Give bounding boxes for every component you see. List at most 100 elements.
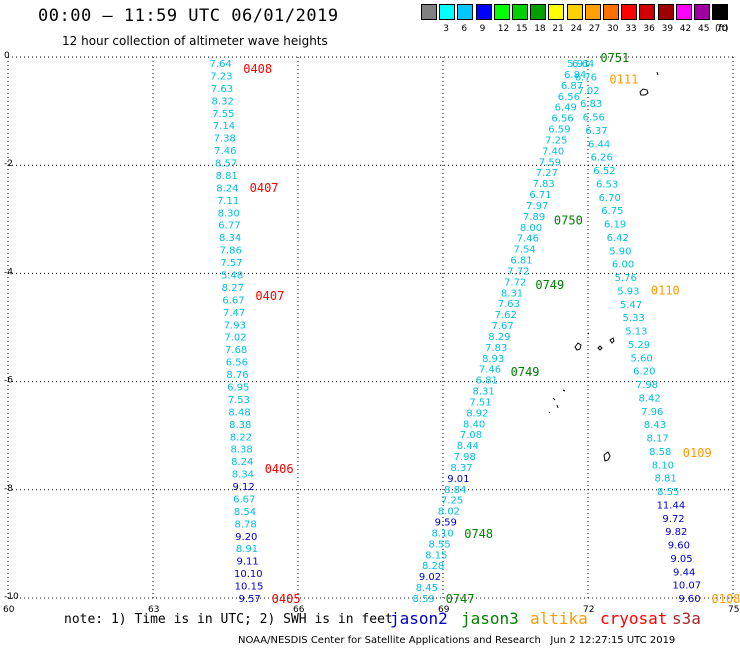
legend-swatch xyxy=(566,4,583,20)
wave-height-value: 7.38 xyxy=(214,134,236,145)
wave-height-value: 7.72 xyxy=(504,277,526,288)
longitude-label: 66 xyxy=(293,605,305,615)
wave-height-value: 6.52 xyxy=(593,166,615,177)
wave-height-value: 8.34 xyxy=(232,470,254,481)
wave-height-value: 5.13 xyxy=(625,327,647,338)
wave-height-value: 8.42 xyxy=(638,393,660,404)
graticule xyxy=(7,56,734,599)
wave-height-value: 9.01 xyxy=(447,474,469,485)
wave-height-value: 5.60 xyxy=(631,353,653,364)
island-shape xyxy=(639,88,649,96)
longitude-label: 72 xyxy=(583,605,594,615)
wave-height-value: 9.05 xyxy=(670,554,692,565)
wave-height-value: 8.34 xyxy=(219,233,241,244)
wave-height-value: 7.51 xyxy=(469,397,491,408)
wave-height-value: 7.68 xyxy=(225,345,247,356)
wave-height-value: 9.20 xyxy=(235,532,257,543)
wave-height-value: 7.27 xyxy=(536,168,558,179)
wave-height-value: 8.55 xyxy=(657,487,679,498)
wave-height-value: 8.00 xyxy=(520,223,542,234)
wave-height-value: 8.78 xyxy=(234,519,256,530)
legend-label: 6 xyxy=(461,24,468,34)
wave-height-value: 8.28 xyxy=(422,561,444,572)
legend-swatch xyxy=(439,4,456,20)
latitude-label: -8 xyxy=(4,484,13,494)
wave-height-value: 8.27 xyxy=(222,283,244,294)
wave-height-value: 7.11 xyxy=(217,196,239,207)
legend-swatch xyxy=(694,4,710,20)
longitude-label: 75 xyxy=(728,605,739,615)
wave-height-value: 8.45 xyxy=(416,583,438,594)
wave-height-value: 8.30 xyxy=(218,208,240,219)
wave-height-value: 8.58 xyxy=(649,447,671,458)
legend-label: 70 xyxy=(716,24,728,34)
longitude-label: 60 xyxy=(3,605,15,615)
wave-height-value: 8.55 xyxy=(428,539,450,550)
wave-height-value: 8.84 xyxy=(444,485,466,496)
wave-height-value: 6.71 xyxy=(529,190,551,201)
wave-height-value: 6.75 xyxy=(601,206,623,217)
wave-height-value: 8.76 xyxy=(226,370,248,381)
wave-height-value: 5.76 xyxy=(615,273,637,284)
wave-height-value: 6.76 xyxy=(575,72,597,83)
pass-time-label: 0747 xyxy=(446,592,475,606)
satellite-tracks: 7.647.237.638.327.557.147.387.468.578.81… xyxy=(210,51,740,606)
wave-height-value: 6.59 xyxy=(548,125,570,136)
wave-height-value: 6.81 xyxy=(510,256,532,267)
pass-time-label: 0110 xyxy=(651,284,680,298)
latitude-label: -10 xyxy=(4,592,19,602)
pass-time-label: 0407 xyxy=(250,181,279,195)
wave-height-value: 6.83 xyxy=(580,99,602,110)
legend-label: 45 xyxy=(698,24,710,34)
legend-label: 27 xyxy=(588,24,601,34)
wave-height-value: 11.44 xyxy=(657,500,686,511)
wave-height-value: 6.56 xyxy=(558,92,580,103)
wave-height-value: 10.07 xyxy=(673,581,702,592)
wave-height-value: 7.47 xyxy=(223,308,245,319)
wave-height-value: 7.57 xyxy=(220,258,242,269)
wave-height-value: 6.77 xyxy=(218,221,240,232)
wave-height-value: 8.32 xyxy=(212,96,234,107)
wave-height-value: 5.90 xyxy=(609,246,631,257)
wave-height-value: 5.29 xyxy=(628,340,650,351)
wave-height-value: 7.96 xyxy=(641,407,663,418)
wave-height-value: 8.17 xyxy=(646,434,668,445)
pass-time-label: 0405 xyxy=(272,592,301,606)
wave-height-value: 8.31 xyxy=(473,387,495,398)
legend-label: 33 xyxy=(625,24,637,34)
note-text: note: 1) Time is in UTC; 2) SWH is in fe… xyxy=(64,612,393,627)
legend-label: 9 xyxy=(479,24,486,34)
wave-height-value: 7.83 xyxy=(485,343,507,354)
legend-swatch xyxy=(475,4,492,20)
wave-height-value: 7.25 xyxy=(545,135,567,146)
jason3-label: jason3 xyxy=(461,609,519,628)
island-shape xyxy=(603,451,611,462)
wave-height-value: 7.72 xyxy=(507,266,529,277)
wave-height-value: 6.67 xyxy=(233,494,255,505)
wave-height-value: 7.86 xyxy=(220,246,242,257)
axis-labels: 0 -2 -4 -6 -8 -10 60 63 66 69 72 75 xyxy=(3,51,739,615)
legend-swatch xyxy=(457,4,474,20)
wave-height-value: 7.62 xyxy=(495,310,517,321)
legend-label: 39 xyxy=(661,24,674,34)
wave-height-value: 6.84 xyxy=(564,70,586,81)
credit-line: NOAA/NESDIS Center for Satellite Applica… xyxy=(238,635,675,646)
pass-time-label: 0408 xyxy=(243,62,272,76)
wave-height-value: 9.72 xyxy=(662,514,684,525)
latitude-label: -2 xyxy=(4,159,13,169)
wave-height-value: 7.02 xyxy=(577,86,599,97)
wave-height-value: 7.14 xyxy=(213,121,235,132)
wave-height-value: 6.37 xyxy=(585,126,607,137)
wave-height-value: 6.53 xyxy=(596,179,618,190)
legend-label: 3 xyxy=(443,24,449,34)
pass-time-label: 0109 xyxy=(683,446,712,460)
wave-height-value: 8.54 xyxy=(234,507,256,518)
wave-height-value: 9.44 xyxy=(673,567,695,578)
wave-height-value: 9.11 xyxy=(237,557,259,568)
wave-height-value: 9.12 xyxy=(232,482,254,493)
legend-swatch xyxy=(712,4,729,20)
wave-height-value: 5.93 xyxy=(617,286,639,297)
island-outlines xyxy=(548,71,659,462)
wave-height-value: 8.44 xyxy=(457,441,479,452)
